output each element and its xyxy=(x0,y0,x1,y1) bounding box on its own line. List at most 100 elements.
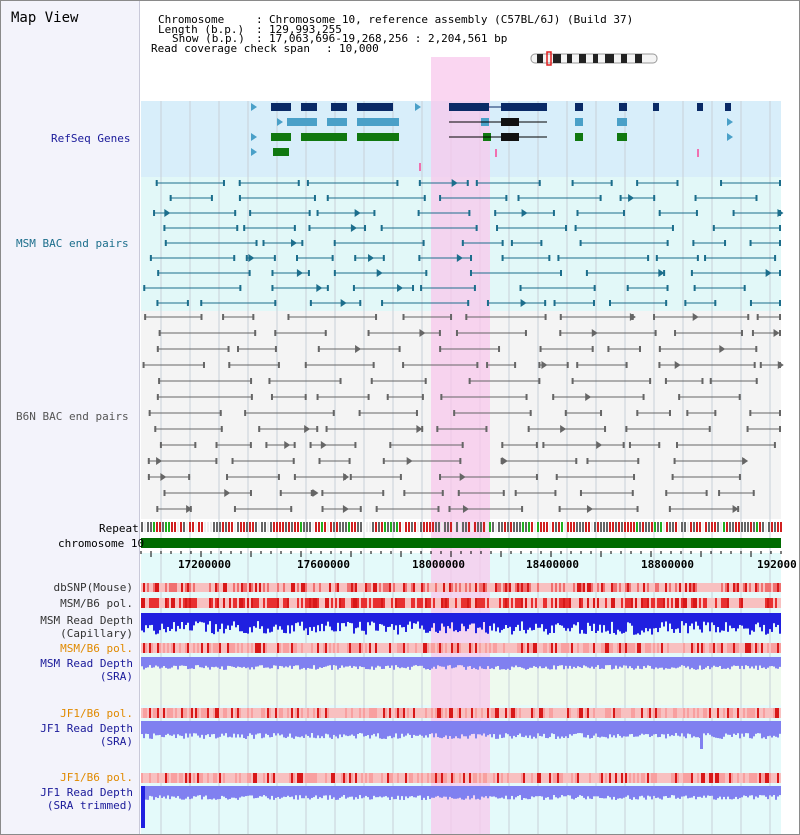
repeat-segment xyxy=(402,522,404,532)
b6n-bac-end xyxy=(144,314,147,320)
msm-pol-sra-strip xyxy=(655,643,657,653)
jf1-depth-bar xyxy=(425,721,427,736)
jf1-pol-strip xyxy=(757,708,759,718)
msm-pol-strip xyxy=(551,598,553,608)
msm-pol-sra-strip xyxy=(209,643,211,653)
msm-pol-sra-strip xyxy=(463,643,465,653)
dbsnp-strip xyxy=(321,583,323,592)
jf1-depth-trim-bar xyxy=(539,786,541,797)
b6n-bac-end xyxy=(274,330,277,336)
jf1-depth-trim-bar xyxy=(549,786,551,800)
b6n-bac-end xyxy=(227,346,230,352)
jf1-pol-trim-strip xyxy=(367,773,369,783)
jf1-pol-strip xyxy=(477,708,479,718)
jf1-pol-trim-strip xyxy=(575,773,577,783)
jf1-pol-strip xyxy=(385,708,387,718)
msm-pol-strip xyxy=(351,598,353,608)
msm-pol-strip xyxy=(459,598,461,608)
jf1-depth-trim-bar xyxy=(565,786,567,797)
jf1-pol-strip xyxy=(587,708,589,718)
msm-depth-capillary-bar xyxy=(705,613,707,626)
msm-bac-label[interactable]: MSM BAC end pairs xyxy=(16,237,129,250)
jf1-depth-trim-bar xyxy=(581,786,583,796)
msm-pol-sra-strip xyxy=(409,643,411,653)
b6n-bac-end xyxy=(200,314,203,320)
map-view-title: Map View xyxy=(11,10,79,26)
repeat-segment xyxy=(507,522,509,532)
jf1-pol-strip xyxy=(403,708,405,718)
refseq-gene-block xyxy=(619,103,627,111)
repeat-segment xyxy=(384,522,386,532)
repeat-segment xyxy=(684,522,686,532)
msm-pol-strip xyxy=(175,598,177,608)
msm-depth-capillary-bar xyxy=(681,613,683,622)
msm-pol-sra-strip xyxy=(435,643,437,653)
msm-depth-sra-bar xyxy=(243,657,245,667)
msm-depth-sra-bar xyxy=(617,657,619,669)
repeat-segment xyxy=(510,522,512,532)
dbsnp-strip xyxy=(159,583,161,592)
msm-pol-sra-strip xyxy=(181,643,183,653)
jf1-depth-bar xyxy=(255,721,257,735)
jf1-pol-trim-strip xyxy=(711,773,713,783)
msm-pol-strip xyxy=(769,598,771,608)
jf1-pol-strip xyxy=(261,708,263,718)
msm-bac-end xyxy=(418,255,421,261)
jf1-pol-strip xyxy=(425,708,427,718)
jf1-depth-trim-bar xyxy=(335,786,337,800)
jf1-pol-strip xyxy=(577,708,579,718)
jf1-pol-strip xyxy=(379,708,381,718)
dbsnp-strip xyxy=(245,583,247,592)
msm-pol-strip xyxy=(419,598,421,608)
repeat-segment xyxy=(150,522,152,532)
jf1-depth-trim-bar xyxy=(451,786,453,799)
repeat-segment xyxy=(609,522,611,532)
jf1-pol-trim-strip xyxy=(517,773,519,783)
msm-bac-end xyxy=(720,180,723,186)
msm-pol-sra-strip xyxy=(563,643,565,653)
jf1-pol-strip xyxy=(219,708,221,718)
msm-depth-capillary-bar xyxy=(431,613,433,628)
jf1-pol-trim-strip xyxy=(513,773,515,783)
msm-depth-sra-bar xyxy=(463,657,465,668)
jf1-depth-bar xyxy=(609,721,611,735)
b6n-bac-label[interactable]: B6N BAC end pairs xyxy=(16,410,129,423)
jf1-pol-trim-strip xyxy=(539,773,541,783)
refseq-genes-label[interactable]: RefSeq Genes xyxy=(51,132,131,145)
msm-depth-sra-bar xyxy=(181,657,183,666)
jf1-pol-strip xyxy=(551,708,553,718)
msm-bac-end xyxy=(359,300,362,306)
jf1-pol-trim-strip xyxy=(393,773,395,783)
jf1-pol-strip xyxy=(635,708,637,718)
jf1-pol-strip xyxy=(401,708,403,718)
jf1-pol-strip xyxy=(723,708,725,718)
dbsnp-strip xyxy=(423,583,425,592)
jf1-depth-trim-bar xyxy=(221,786,223,796)
jf1-pol-strip xyxy=(527,708,529,718)
msm-pol-strip xyxy=(725,598,727,608)
msm-depth-capillary-bar xyxy=(625,613,627,632)
msm-depth-capillary-bar xyxy=(621,613,623,634)
b6n-bac-end xyxy=(215,458,218,464)
dbsnp-strip xyxy=(697,583,699,592)
msm-pol-strip xyxy=(389,598,391,608)
jf1-depth-trim-bar xyxy=(397,786,399,796)
msm-bac-arrow-icon xyxy=(658,269,665,277)
jf1-depth-bar xyxy=(713,721,715,738)
jf1-pol-strip xyxy=(341,708,343,718)
jf1-pol-trim-strip xyxy=(165,773,167,783)
msm-depth-capillary-bar xyxy=(519,613,521,631)
jf1-depth-bar xyxy=(489,721,491,735)
msm-pol-strip xyxy=(209,598,211,608)
msm-pol-strip xyxy=(601,598,603,608)
jf1-pol-trim-strip xyxy=(495,773,497,783)
jf1-pol-trim-strip xyxy=(615,773,617,783)
dbsnp-strip xyxy=(417,583,419,592)
jf1-pol-trim-strip xyxy=(635,773,637,783)
jf1-pol-trim-strip xyxy=(463,773,465,783)
jf1-depth-trim-bar xyxy=(583,786,585,798)
msm-bac-end xyxy=(461,240,464,246)
dbsnp-strip xyxy=(757,583,759,592)
msm-pol-sra-strip xyxy=(359,643,361,653)
